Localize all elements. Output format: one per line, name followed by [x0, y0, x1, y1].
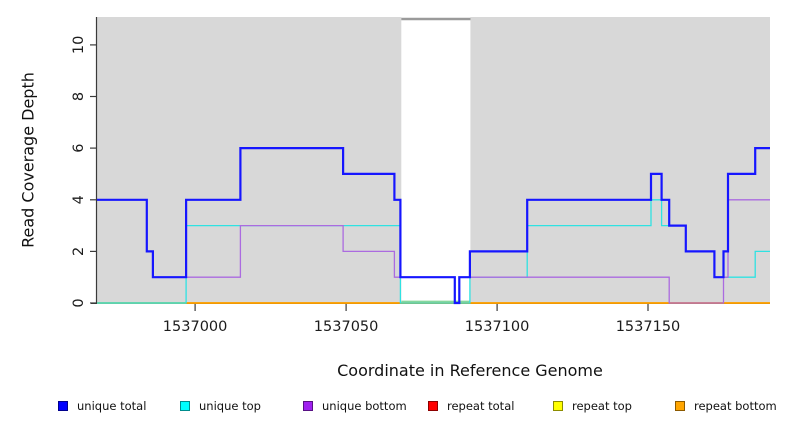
- legend-label: unique bottom: [322, 399, 407, 413]
- x-tick-label: 1537050: [314, 319, 379, 335]
- legend-swatch-repeat-top: [553, 401, 563, 411]
- y-tick-label: 0: [71, 298, 87, 307]
- legend-item-repeat-bottom: repeat bottom: [675, 397, 777, 415]
- y-tick-label: 10: [71, 36, 87, 54]
- y-tick-label: 6: [71, 143, 87, 152]
- legend-item-repeat-top: repeat top: [553, 397, 632, 415]
- legend-swatch-unique-top: [180, 401, 190, 411]
- legend-swatch-repeat-bottom: [675, 401, 685, 411]
- x-axis-title: Coordinate in Reference Genome: [0, 361, 792, 380]
- y-tick-label: 2: [71, 247, 87, 256]
- x-tick-label: 1537100: [465, 319, 530, 335]
- legend: unique total unique top unique bottom repea…: [0, 397, 792, 421]
- legend-swatch-repeat-total: [428, 401, 438, 411]
- y-tick-label: 4: [71, 195, 87, 204]
- legend-label: repeat bottom: [694, 399, 777, 413]
- legend-label: repeat total: [447, 399, 515, 413]
- chart-canvas: 1537000 1537050 1537100 1537150 0 2 4 6 8 10: [71, 17, 770, 335]
- legend-swatch-unique-bottom: [303, 401, 313, 411]
- series-unique-total: [97, 147, 770, 305]
- legend-item-unique-total: unique total: [58, 397, 146, 415]
- x-axis-title-text: Coordinate in Reference Genome: [337, 361, 603, 380]
- legend-item-repeat-total: repeat total: [428, 397, 514, 415]
- y-tick-label: 8: [71, 92, 87, 101]
- legend-label: unique top: [199, 399, 261, 413]
- x-tick-label: 1537000: [163, 319, 228, 335]
- legend-label: unique total: [77, 399, 147, 413]
- x-tick-label: 1537150: [616, 319, 681, 335]
- y-axis-title: Read Coverage Depth: [18, 72, 38, 248]
- legend-item-unique-bottom: unique bottom: [303, 397, 407, 415]
- highlight-band: [401, 17, 471, 303]
- legend-label: repeat top: [572, 399, 632, 413]
- legend-item-unique-top: unique top: [180, 397, 261, 415]
- legend-swatch-unique-total: [58, 401, 68, 411]
